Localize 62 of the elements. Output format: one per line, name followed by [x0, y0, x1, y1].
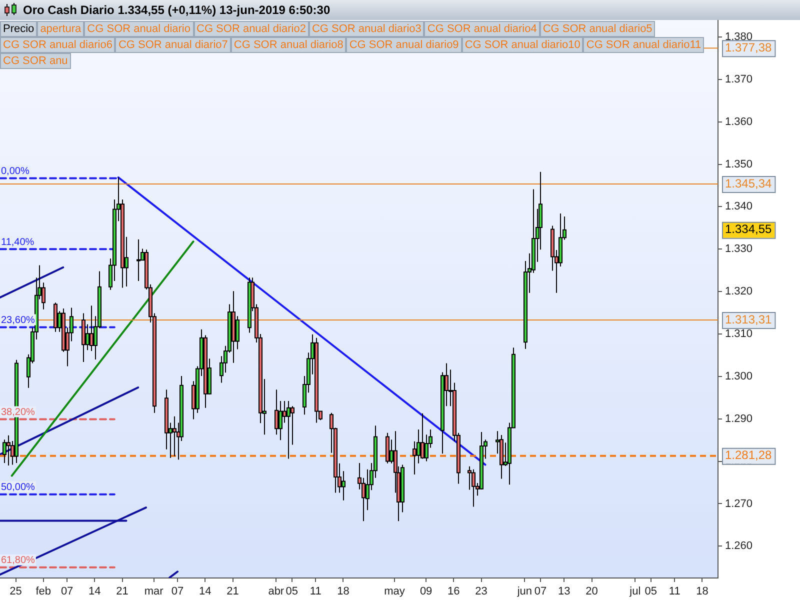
series-label: 38,20%	[1, 407, 36, 418]
ref-line-label: 1.345,34	[725, 176, 772, 190]
x-tick-label: may	[384, 586, 406, 598]
annotation: CG SOR anual diario11	[583, 37, 704, 53]
annotation: CG SOR anual diario9	[346, 37, 462, 53]
x-tick-label: 14	[199, 586, 212, 598]
annotation: CG SOR anual diario4	[424, 21, 540, 37]
annotation: CG SOR anual diario6	[0, 37, 116, 53]
x-tick-label: 16	[448, 586, 460, 598]
x-tick-label: jun	[516, 586, 532, 598]
x-tick-label: mar	[144, 586, 164, 598]
x-tick-label: 23	[475, 586, 488, 598]
annotation: CG SOR anual diario5	[540, 21, 656, 37]
text: 1.334,55	[725, 222, 772, 236]
y-tick-label: 1.270	[725, 498, 753, 510]
annotation: CG SOR anual diario10	[462, 37, 584, 53]
ref-line-label: 1.313,31	[725, 312, 772, 326]
x-tick-label: 20	[586, 586, 598, 598]
y-tick-label: 1.360	[725, 116, 753, 128]
y-tick-label: 1.340	[725, 200, 753, 213]
annotation: CG SOR anual diario3	[308, 21, 424, 37]
annotation: CG SOR anual diario8	[230, 37, 346, 53]
x-tick-label: 21	[226, 586, 239, 598]
annotation: CG SOR anual diario2	[194, 21, 309, 37]
x-tick-label: 25	[10, 586, 22, 598]
x-tick-label: jul	[628, 586, 641, 598]
ref-line-label: 1.281,28	[725, 448, 772, 462]
series-label: 61,80%	[1, 555, 36, 566]
y-tick-label: 1.350	[725, 158, 753, 170]
x-tick-label: 21	[116, 586, 128, 598]
x-tick-label: 05	[644, 586, 658, 598]
series-label: 23,60%	[1, 314, 36, 326]
x-tick-label: 14	[88, 586, 101, 598]
series-label: 50,00%	[1, 482, 36, 494]
x-tick-label: 07	[534, 586, 547, 598]
x-tick-label: 18	[696, 586, 708, 598]
ref-line-label: 1.377,38	[725, 40, 772, 54]
series-label: 11,40%	[1, 236, 34, 248]
x-tick-label: abr	[268, 586, 284, 598]
x-tick-label: 18	[337, 586, 350, 598]
y-tick-label: 1.300	[725, 370, 753, 382]
series-label: 0,00%	[1, 166, 30, 178]
x-tick-label: 05	[286, 586, 298, 598]
annotation: CG SOR anual diario	[84, 21, 194, 37]
y-tick-label: 1.320	[725, 286, 753, 298]
x-tick-label: 07	[171, 586, 184, 598]
x-tick-label: 11	[310, 586, 322, 598]
y-tick-label: 1.260	[725, 540, 753, 552]
x-tick-label: 11	[668, 586, 680, 598]
annotation: CG SOR anual diario7	[115, 37, 231, 53]
x-tick-label: 09	[420, 586, 432, 598]
x-tick-label: feb	[36, 586, 52, 598]
annotation: CG SOR anu	[0, 53, 71, 69]
x-tick-label: 07	[60, 586, 74, 598]
y-tick-label: 1.310	[725, 328, 753, 340]
y-tick-label: 1.290	[725, 412, 753, 425]
y-tick-label: 1.330	[725, 243, 753, 256]
y-tick-label: 1.370	[725, 73, 753, 86]
annotation: apertura	[37, 21, 84, 37]
annotation: Precio	[0, 21, 38, 37]
chart-title: Oro Cash Diario 1.334,55 (+0,11%) 13-jun-2019 6:50:30	[23, 2, 330, 19]
x-tick-label: 13	[558, 586, 570, 598]
